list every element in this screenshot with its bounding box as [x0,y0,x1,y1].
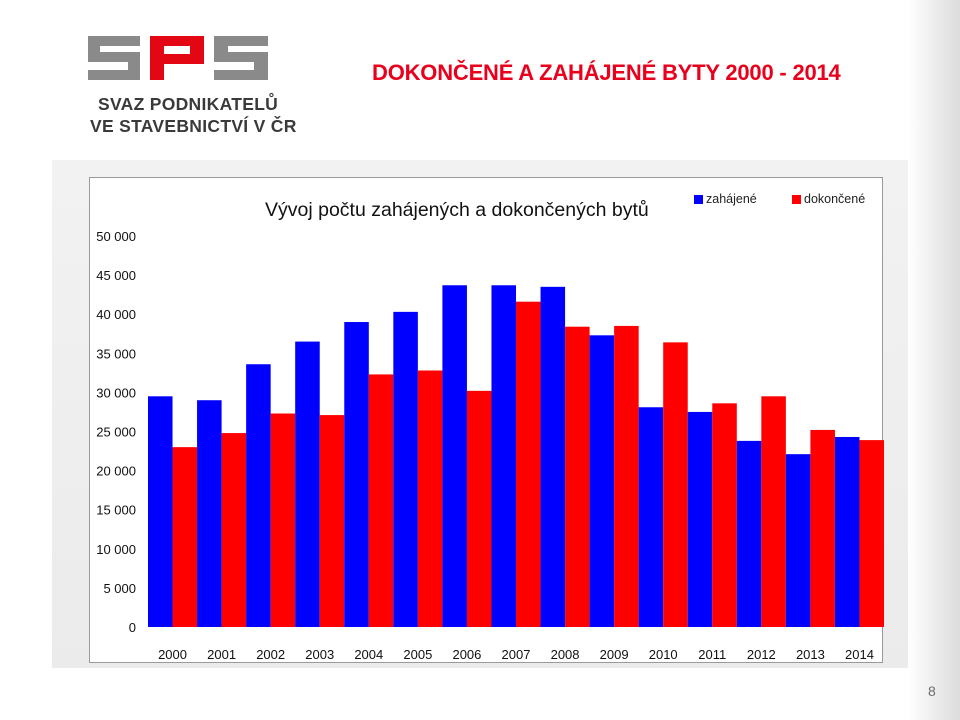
bar-dokoncene-2010 [663,342,688,627]
bar-zahajene-2010 [638,407,664,627]
bar-zahajene-2000 [148,396,173,627]
x-tick-label: 2002 [256,647,285,662]
y-tick-label: 30 000 [96,385,136,400]
x-tick-label: 2013 [796,647,825,662]
bar-dokoncene-2007 [516,301,541,627]
bar-zahajene-2007 [491,285,516,627]
slide-side-gradient [908,0,960,720]
logo-line-1: SVAZ PODNIKATELŮ [98,94,279,114]
bar-dokoncene-2000 [172,447,198,627]
page-number: 8 [928,683,936,699]
bar-zahajene-2009 [589,335,615,627]
legend-label-zahajene: zahájené [706,192,757,206]
bar-dokoncene-2002 [270,413,296,627]
x-tick-label: 2000 [158,647,187,662]
x-axis: 2000 2001 2002 2003 2004 2005 2006 2007 2008 2009… [158,647,874,662]
slide-header [52,0,908,160]
chart-title: Vývoj počtu zahájených a dokončených byt… [265,199,649,221]
bar-zahajene-2011 [687,411,713,627]
bar-dokoncene-2011 [712,403,737,627]
y-tick-label: 35 000 [96,346,136,361]
x-tick-label: 2012 [747,647,776,662]
bar-dokoncene-2004 [368,374,394,627]
x-tick-label: 2003 [305,647,334,662]
bar-zahajene-2008 [540,286,566,627]
bar-dokoncene-2014 [859,440,884,627]
y-tick-label: 45 000 [96,268,136,283]
slide-title: DOKONČENÉ A ZAHÁJENÉ BYTY 2000 - 2014 [372,60,841,85]
bar-dokoncene-2001 [221,433,247,627]
y-tick-label: 20 000 [96,464,136,479]
legend-label-dokoncene: dokončené [804,192,866,206]
y-tick-label: 25 000 [96,425,136,440]
bar-zahajene-2004 [344,322,369,627]
bar-zahajene-2014 [834,436,860,627]
y-axis: 0 5 000 10 000 15 000 20 000 25 000 30 000 35 0… [96,229,136,635]
sps-logo: SVAZ PODNIKATELŮ VE STAVEBNICTVÍ V ČR [84,30,296,140]
y-tick-label: 0 [129,620,136,635]
bar-dokoncene-2006 [466,390,492,627]
sps-logo-letters [88,36,268,80]
legend-swatch-dokoncene [792,195,801,204]
y-tick-label: 50 000 [96,229,136,244]
bar-zahajene-2005 [393,311,418,627]
x-tick-label: 2006 [452,647,481,662]
bar-zahajene-2012 [736,440,762,627]
x-tick-label: 2011 [698,647,726,662]
logo-line-2: VE STAVEBNICTVÍ V ČR [90,116,297,136]
x-tick-label: 2007 [502,647,531,662]
x-tick-label: 2005 [403,647,432,662]
bar-zahajene-2013 [785,454,811,627]
x-tick-label: 2004 [354,647,383,662]
bar-dokoncene-2005 [417,370,443,627]
y-tick-label: 40 000 [96,307,136,322]
y-tick-label: 15 000 [96,503,136,518]
bar-zahajene-2006 [442,285,467,627]
bar-dokoncene-2013 [810,429,835,627]
x-tick-label: 2009 [600,647,629,662]
x-tick-label: 2001 [207,647,236,662]
bar-dokoncene-2003 [319,415,345,627]
x-tick-label: 2010 [649,647,678,662]
bar-dokoncene-2012 [761,396,786,627]
legend-swatch-zahajene [694,195,703,204]
bar-dokoncene-2009 [614,325,639,627]
bar-dokoncene-2008 [565,326,590,627]
x-tick-label: 2014 [845,647,874,662]
bar-zahajene-2001 [197,400,222,627]
x-tick-label: 2008 [551,647,580,662]
bars [148,285,884,627]
bar-zahajene-2002 [246,364,271,627]
y-tick-label: 10 000 [96,542,136,557]
bar-zahajene-2003 [295,341,320,627]
y-tick-label: 5 000 [103,581,136,596]
